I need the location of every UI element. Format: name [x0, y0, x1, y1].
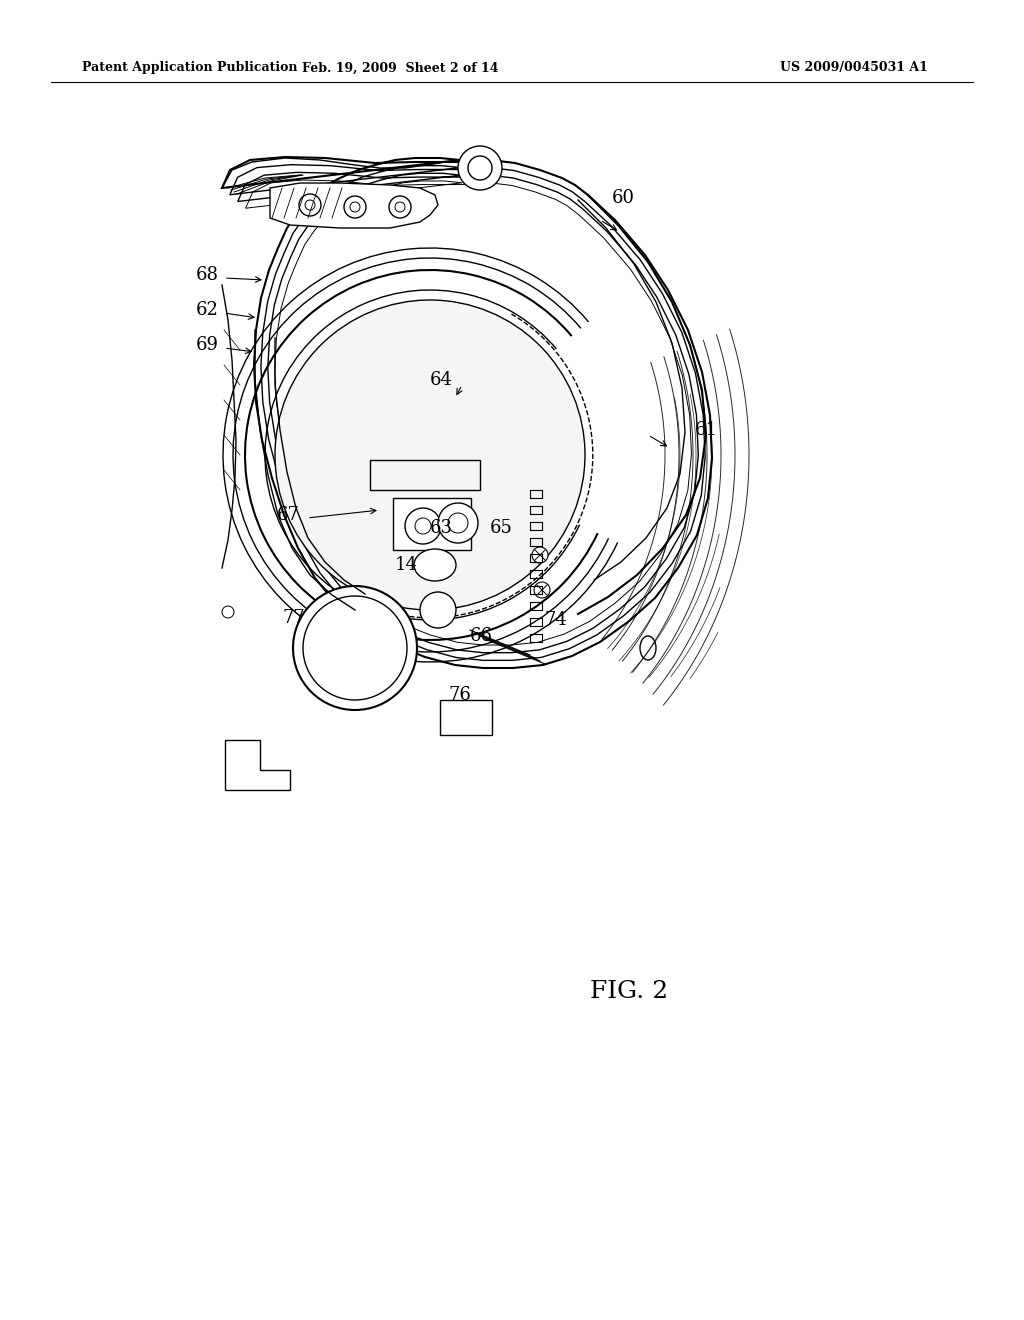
Text: 66: 66 — [470, 627, 493, 645]
Text: 67: 67 — [278, 506, 300, 524]
Text: 62: 62 — [196, 301, 219, 319]
Circle shape — [534, 582, 550, 598]
Text: 63: 63 — [430, 519, 453, 537]
Circle shape — [275, 300, 585, 610]
Text: FIG. 2: FIG. 2 — [590, 979, 668, 1003]
Text: 65: 65 — [490, 519, 513, 537]
Text: Feb. 19, 2009  Sheet 2 of 14: Feb. 19, 2009 Sheet 2 of 14 — [302, 62, 499, 74]
Text: 61: 61 — [695, 421, 718, 440]
Circle shape — [406, 508, 441, 544]
Text: 76: 76 — [449, 686, 471, 704]
Circle shape — [293, 586, 417, 710]
Ellipse shape — [640, 636, 656, 660]
Text: US 2009/0045031 A1: US 2009/0045031 A1 — [780, 62, 928, 74]
Circle shape — [350, 202, 360, 213]
Circle shape — [532, 546, 548, 564]
Polygon shape — [270, 183, 438, 228]
Circle shape — [305, 201, 315, 210]
Ellipse shape — [414, 549, 456, 581]
Bar — [393, 498, 471, 550]
Text: 74: 74 — [545, 611, 567, 630]
Circle shape — [458, 147, 502, 190]
Circle shape — [438, 503, 478, 543]
Text: 14: 14 — [395, 556, 418, 574]
Text: Patent Application Publication: Patent Application Publication — [82, 62, 298, 74]
Text: 69: 69 — [196, 337, 219, 354]
Circle shape — [395, 202, 406, 213]
Text: 64: 64 — [430, 371, 453, 389]
Text: 77: 77 — [283, 609, 306, 627]
Text: 68: 68 — [196, 267, 219, 284]
Circle shape — [420, 591, 456, 628]
Text: 60: 60 — [612, 189, 635, 207]
Bar — [440, 700, 492, 735]
